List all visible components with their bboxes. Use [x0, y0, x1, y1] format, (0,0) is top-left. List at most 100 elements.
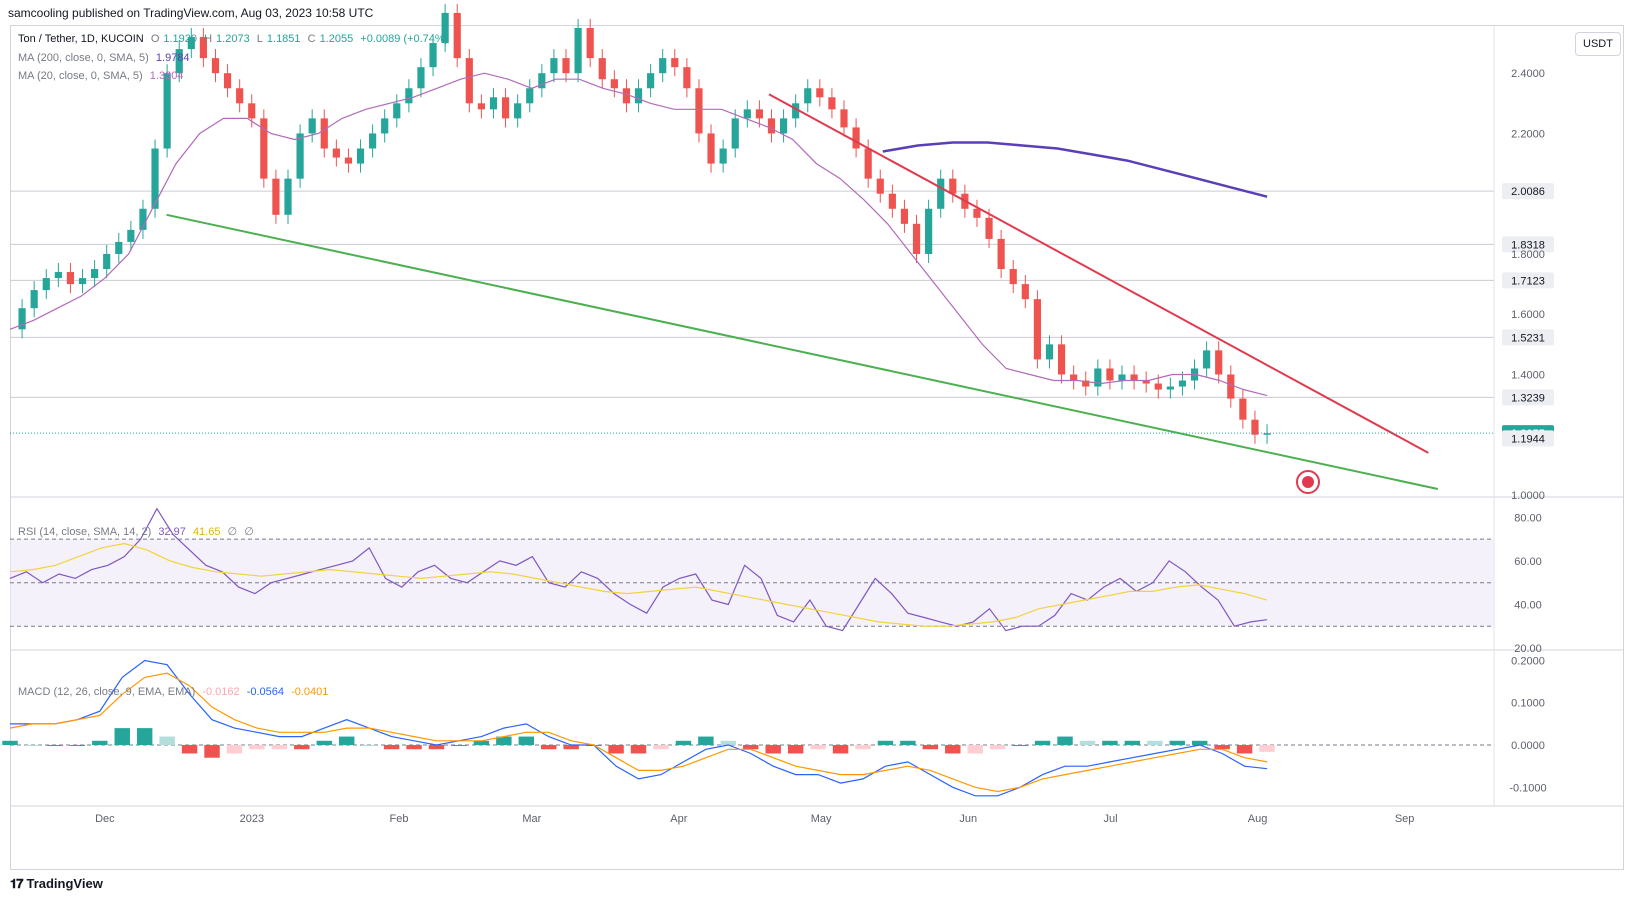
candle-body: [248, 103, 256, 119]
macd-histogram-bar: [675, 740, 692, 746]
macd-histogram-bar: [1169, 740, 1185, 746]
macd-histogram-bar: [204, 745, 220, 758]
macd-value: -0.0564: [246, 686, 285, 698]
candle-body: [852, 127, 860, 149]
candle-body: [985, 217, 993, 239]
candle-body: [731, 118, 739, 149]
candle-body: [296, 133, 304, 179]
candle-body: [151, 148, 159, 209]
level-label: 1.7123: [1511, 275, 1545, 287]
price-tick-label: 1.4000: [1511, 369, 1545, 381]
macd-histogram-bar: [226, 745, 243, 754]
candle-body: [719, 148, 727, 164]
ma200-label: MA (200, close, 0, SMA, 5): [18, 52, 149, 64]
marked-price-box: [1502, 430, 1554, 447]
candle-body: [683, 67, 691, 89]
macd-histogram-bar: [1102, 740, 1118, 746]
signal-value: -0.0401: [291, 686, 329, 698]
macd-histogram-bar: [855, 745, 871, 750]
level-label-box: [1502, 236, 1554, 253]
candle-body: [260, 118, 268, 179]
flag-icon-dot: [1302, 476, 1314, 488]
candle-body: [42, 278, 50, 291]
macd-histogram-bar: [473, 740, 490, 746]
currency-button[interactable]: USDT: [1575, 32, 1621, 56]
macd-histogram-bar: [1236, 745, 1253, 754]
candle-body: [1070, 374, 1078, 381]
candle-body: [1178, 380, 1187, 387]
change-value: +0.0089 (+0.74%): [360, 33, 449, 45]
macd-histogram-bar: [181, 745, 198, 754]
candle-body: [900, 208, 909, 224]
rsi-extra-2: ∅: [244, 526, 254, 538]
candle-body: [622, 88, 631, 104]
level-label: 1.8318: [1511, 239, 1545, 251]
candle-body: [1239, 398, 1247, 420]
close-label: C: [307, 33, 316, 45]
macd-histogram-bar: [294, 745, 310, 750]
candle-body: [465, 58, 473, 104]
candle-body: [1082, 380, 1090, 387]
macd-histogram-bar: [518, 736, 535, 746]
macd-histogram-bar: [1012, 745, 1028, 747]
ma20-legend: MA (20, close, 0, SMA, 5) 1.3304: [18, 70, 187, 82]
macd-histogram-bar: [428, 745, 445, 750]
macd-histogram-bar: [922, 745, 939, 750]
low-value: 1.1851: [266, 33, 301, 45]
macd-histogram-bar: [1147, 740, 1163, 746]
candle-body: [1154, 383, 1162, 390]
macd-histogram-bar: [1079, 740, 1096, 746]
ma20-line: [9, 72, 1268, 397]
candle-body: [1227, 374, 1235, 399]
macd-histogram-bar: [69, 745, 86, 747]
rsi-label: RSI (14, close, SMA, 14, 2): [18, 526, 152, 538]
macd-histogram-bar: [136, 728, 153, 746]
price-tick-label: 2.2000: [1511, 128, 1545, 140]
macd-histogram-bar: [1124, 740, 1141, 746]
candle-body: [743, 109, 751, 119]
candle-body: [514, 103, 522, 119]
candle-body: [1009, 269, 1017, 285]
candle-body: [973, 208, 981, 218]
candle-body: [779, 118, 788, 134]
time-tick-label: Dec: [95, 813, 115, 825]
macd-histogram-bar: [989, 745, 1006, 750]
candle-body: [659, 58, 667, 74]
time-tick-label: May: [811, 813, 832, 825]
candle-body: [369, 133, 377, 149]
candle-body: [876, 178, 884, 194]
rsi-extra-1: ∅: [227, 526, 238, 538]
ma20-label: MA (20, close, 0, SMA, 5): [18, 70, 143, 82]
candle-body: [634, 88, 643, 104]
candle-body: [1215, 350, 1223, 375]
candle-body: [417, 67, 425, 89]
macd-histogram-bar: [630, 745, 647, 754]
candle-body: [393, 103, 401, 119]
macd-histogram-bar: [361, 745, 377, 747]
candle-body: [1057, 344, 1066, 375]
macd-histogram-bar: [1034, 740, 1051, 746]
candle-body: [1203, 350, 1211, 369]
macd-histogram-bar: [765, 745, 781, 754]
candle-body: [284, 178, 292, 215]
macd-histogram-bar: [720, 740, 737, 746]
candle-body: [647, 73, 655, 89]
candle-body: [526, 88, 534, 104]
macd-tick-label: -0.1000: [1509, 782, 1546, 794]
rsi-legend: RSI (14, close, SMA, 14, 2) 32.97 41.65 …: [18, 525, 258, 538]
macd-histogram-bar: [563, 745, 579, 750]
candle-body: [888, 193, 896, 209]
candle-body: [828, 97, 836, 110]
candle-body: [115, 241, 123, 254]
resistance-trendline: [768, 93, 1429, 454]
time-tick-label: Sep: [1395, 813, 1415, 825]
price-tick-label: 1.0000: [1511, 490, 1545, 502]
candle-body: [344, 157, 353, 164]
candle-body: [236, 88, 244, 104]
level-label-box: [1502, 183, 1554, 200]
macd-histogram-bar: [47, 745, 63, 747]
price-tick-label: 2.4000: [1511, 68, 1545, 80]
candle-body: [54, 272, 62, 279]
candle-body: [453, 12, 461, 59]
